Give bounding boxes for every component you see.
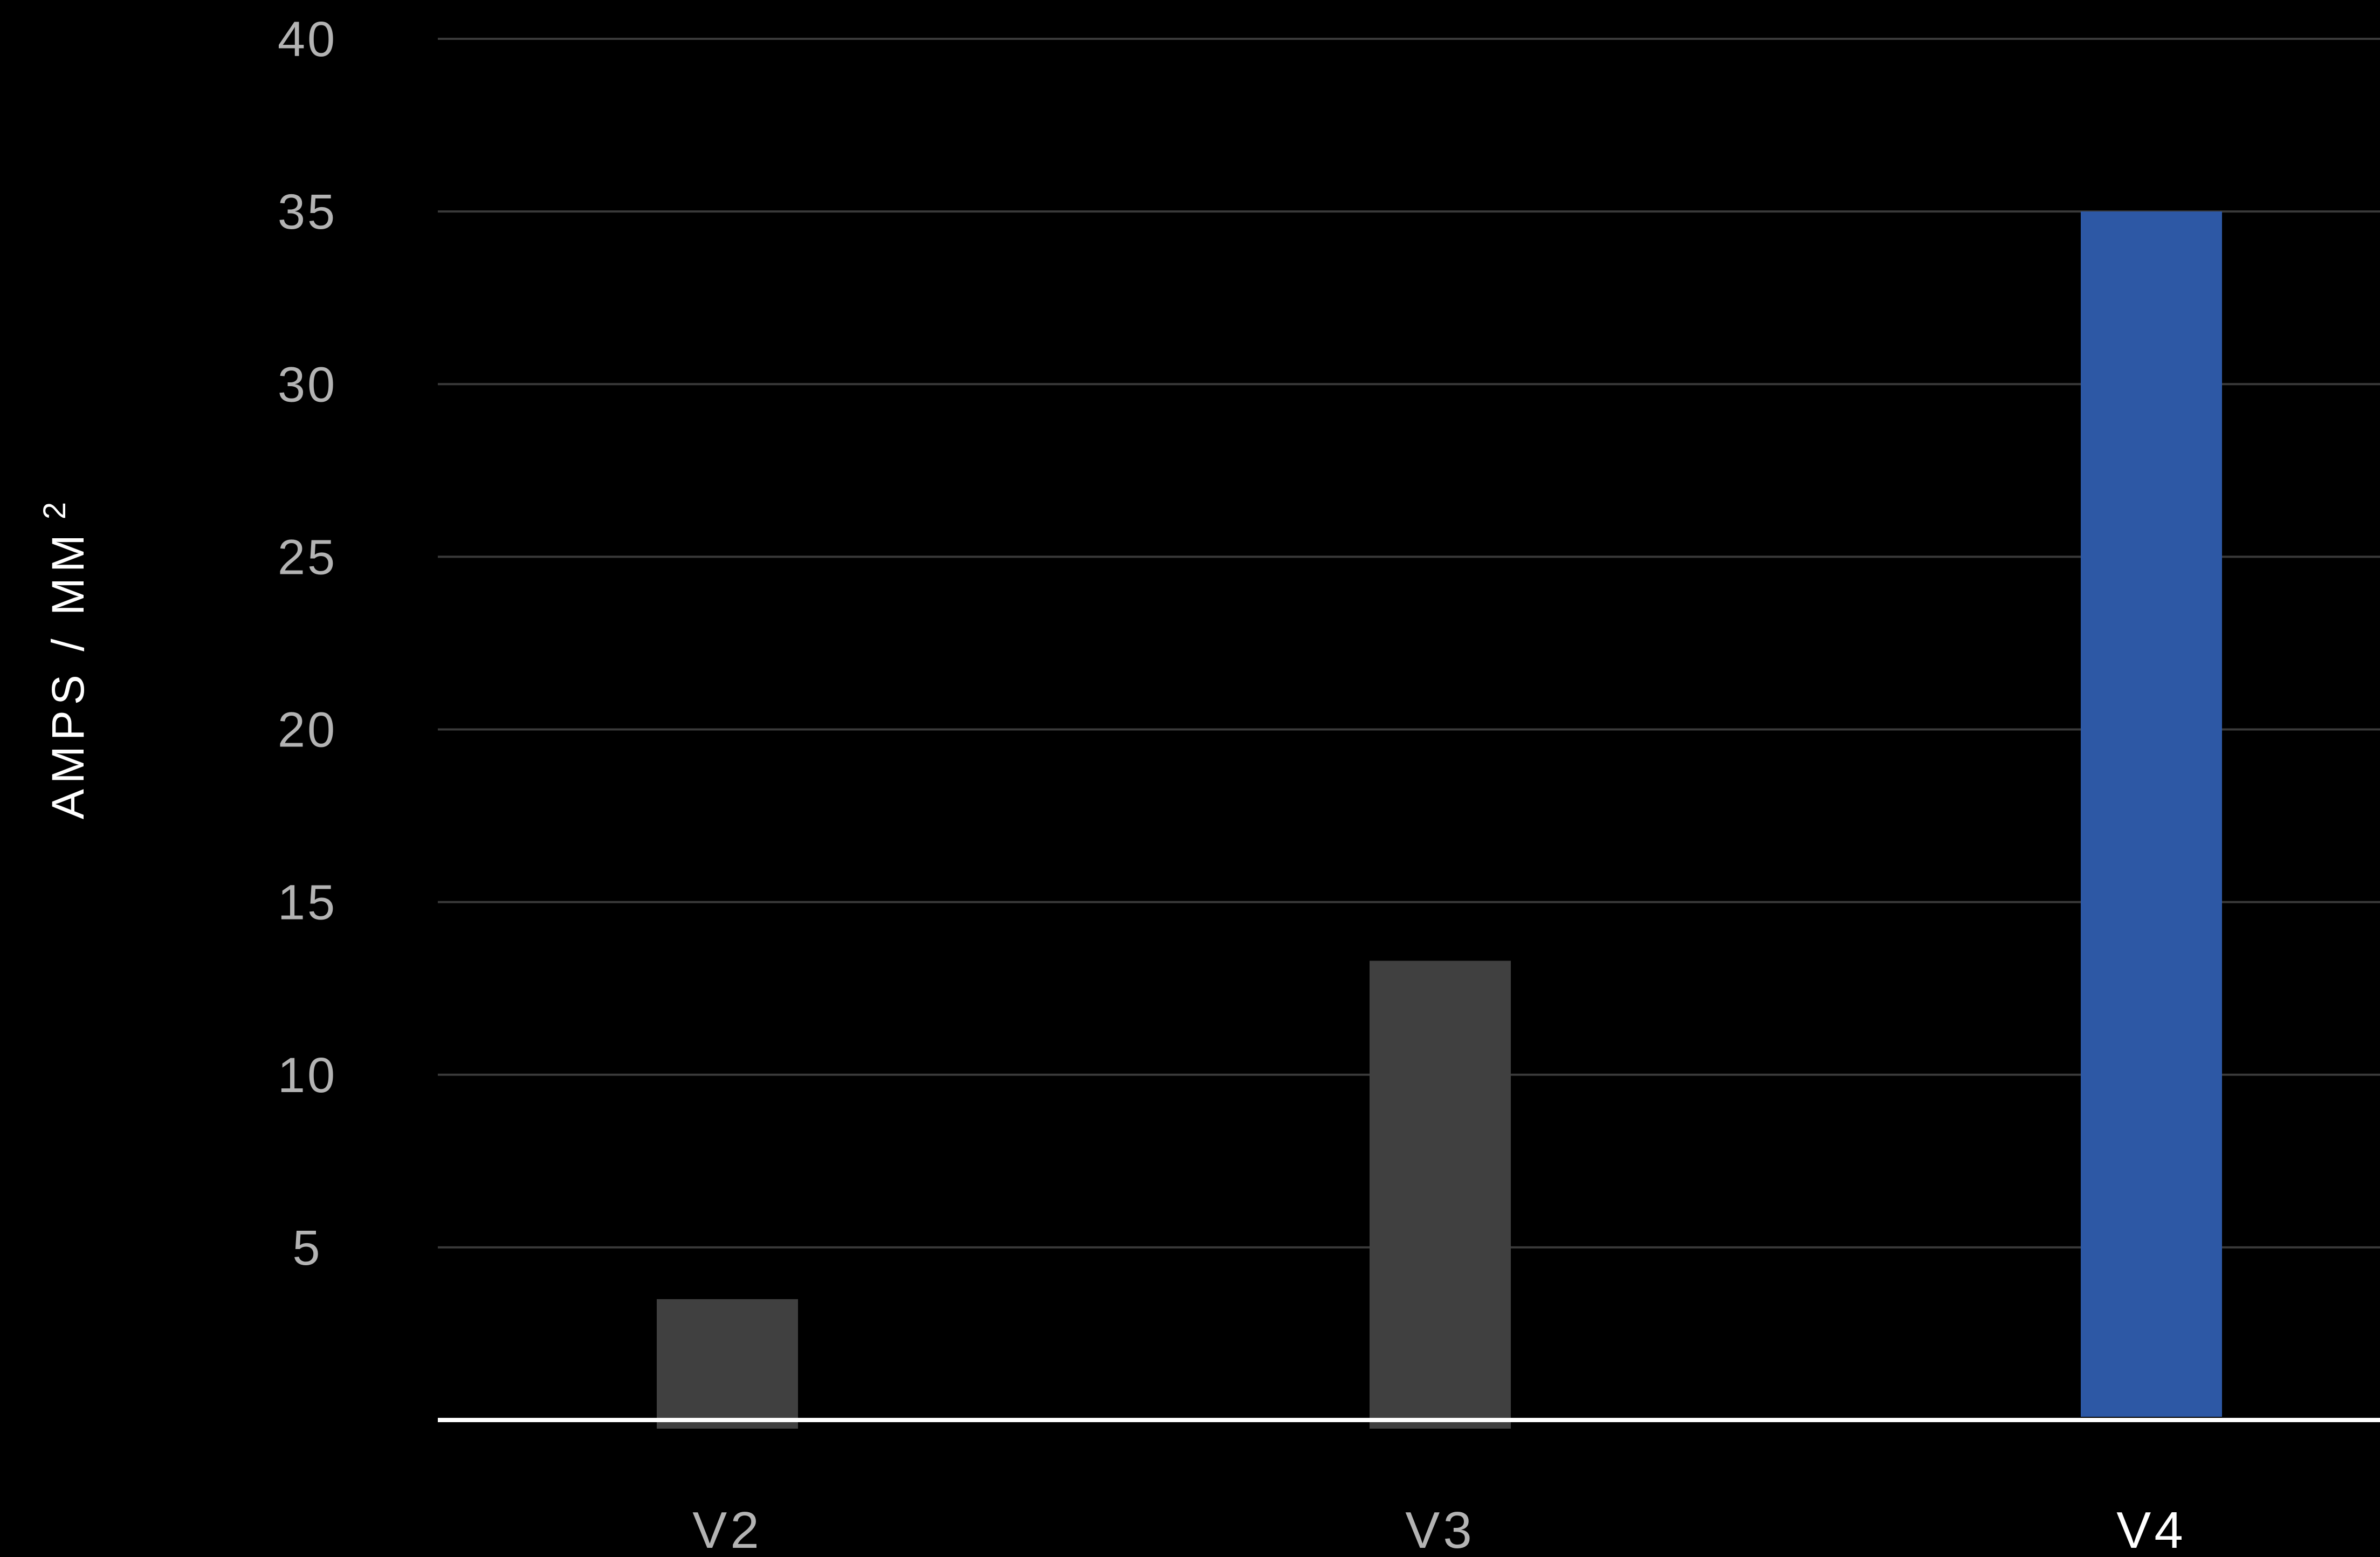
gridlines	[438, 38, 2380, 1249]
bar-v2	[657, 1299, 798, 1429]
bar-v3	[1370, 961, 1511, 1429]
y-tick-label: 10	[278, 1048, 337, 1103]
x-category-label-v3: V3	[1405, 1501, 1475, 1557]
y-axis-title: AMPS / MM 2	[37, 497, 93, 819]
x-category-label-v4: V4	[2116, 1501, 2186, 1557]
y-tick-label: 35	[278, 184, 337, 239]
y-tick-labels: 5 10 15 20 25 30 35 40	[278, 12, 337, 1275]
bars	[657, 211, 2222, 1429]
y-tick-label: 20	[278, 703, 337, 758]
y-tick-label: 25	[278, 530, 337, 585]
x-category-labels: V2 V3 V4	[692, 1501, 2186, 1557]
y-tick-label: 5	[292, 1220, 322, 1275]
y-tick-label: 30	[278, 357, 337, 412]
bar-v4	[2081, 211, 2222, 1417]
x-category-label-v2: V2	[692, 1501, 762, 1557]
y-axis-title-text: AMPS / MM	[43, 529, 93, 819]
y-axis-title-superscript: 2	[37, 497, 72, 519]
y-tick-label: 15	[278, 875, 337, 930]
y-tick-label: 40	[278, 12, 337, 67]
